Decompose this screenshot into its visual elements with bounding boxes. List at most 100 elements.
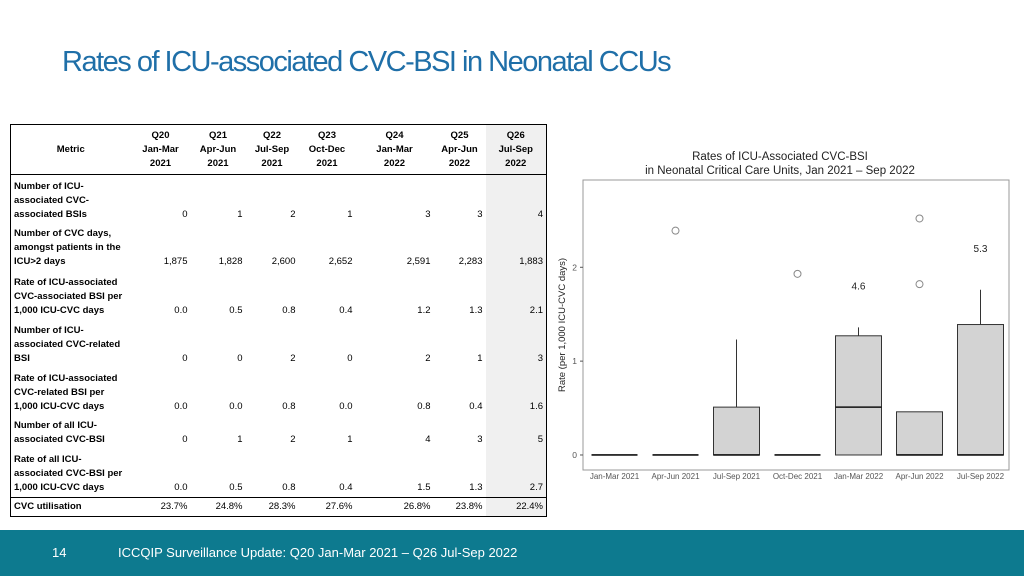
header-line: Apr-Jun [199, 143, 237, 155]
metric-cell: CVC utilisation [10, 497, 131, 517]
table-row: Number of ICU-associated CVC-related BSI… [11, 319, 547, 368]
value-cell: 0.0 [174, 482, 188, 493]
table-row: Rate of ICU-associated CVC-related BSI p… [11, 367, 547, 416]
header-line: 2021 [261, 157, 283, 169]
header-line: Q25 [450, 129, 469, 141]
value-cell: 23.8% [433, 497, 486, 517]
value-cell: 3 [485, 319, 547, 368]
x-tick-label: Oct-Dec 2021 [773, 472, 823, 481]
value-cell: 22.4% [485, 497, 547, 517]
x-tick-label: Jul-Sep 2021 [713, 472, 761, 481]
value-cell: 0.4 [339, 304, 353, 316]
table-row: Rate of all ICU-associated CVC-BSI per 1… [11, 448, 547, 498]
header-line: Q21 [209, 129, 227, 141]
value-cell: 26.8% [355, 497, 434, 517]
box [957, 324, 1004, 456]
slide-title: Rates of ICU-associated CVC-BSI in Neona… [62, 46, 672, 78]
header-line: 2021 [149, 157, 172, 169]
header-line: Jan-Mar [376, 143, 413, 155]
value-cell: 0 [347, 352, 353, 364]
value-cell: 0.8 [282, 482, 296, 493]
x-tick-label: Apr-Jun 2021 [651, 472, 700, 481]
value-cell: 23.7% [130, 497, 191, 517]
value-cell: 2,652 [328, 255, 353, 267]
value-cell: 0 [182, 352, 188, 364]
value-cell: 0.8 [417, 400, 431, 412]
value-cell: 2 [425, 352, 431, 364]
metric-cell: Rate of ICU-associated CVC-related BSI p… [14, 372, 118, 412]
box [835, 335, 882, 456]
value-cell: 2.7 [485, 448, 547, 498]
value-cell: 1,875 [163, 255, 188, 267]
value-cell: 0.8 [282, 304, 296, 316]
box-chart: Rates of ICU-Associated CVC-BSI in Neonat… [557, 151, 1010, 481]
header-cell: Q24 Jan-Mar 2022 [355, 124, 434, 175]
value-cell: 1,883 [485, 223, 547, 271]
value-cell: 1 [347, 433, 353, 445]
value-cell: 1.5 [417, 482, 431, 493]
offscale-label: 4.6 [852, 281, 866, 292]
value-cell: 2.1 [485, 270, 547, 320]
value-cell: 2 [290, 352, 296, 364]
header-line: Metric [56, 143, 85, 155]
y-tick-label: 2 [572, 262, 577, 272]
value-cell: 0.0 [174, 304, 188, 316]
value-cell: 0.0 [339, 400, 353, 412]
outlier [915, 280, 924, 289]
data-table: Metric Q20 Jan-Mar 2021 Q21 Apr-Jun 2021 Q22 Jul… [10, 124, 547, 517]
header-line: 2021 [316, 157, 338, 169]
value-cell: 1,828 [218, 255, 243, 267]
box [896, 411, 943, 456]
page-number: 14 [52, 545, 67, 560]
header-cell: Q20 Jan-Mar 2021 [130, 124, 191, 175]
value-cell: 4 [425, 433, 431, 445]
header-line: Q20 [151, 129, 170, 141]
value-cell: 0.0 [174, 400, 188, 412]
metric-cell: Number of ICU-associated CVC-associated … [14, 180, 89, 220]
header-line: Q22 [263, 129, 281, 141]
outlier [671, 226, 680, 235]
metric-cell: Rate of all ICU-associated CVC-BSI per 1… [14, 454, 123, 493]
table-row: CVC utilisation 23.7% 24.8% 28.3% 27.6% 26.8%… [10, 497, 547, 517]
header-line: 2022 [505, 157, 527, 169]
y-tick-label: 1 [572, 356, 577, 366]
header-cell: Q25 Apr-Jun 2022 [433, 124, 486, 175]
value-cell: 5 [485, 415, 547, 449]
value-cell: 3 [425, 208, 431, 220]
outlier [793, 269, 802, 278]
value-cell: 24.8% [190, 497, 246, 517]
header-cell: Q26 Jul-Sep 2022 [485, 124, 547, 175]
y-tick-label: 0 [572, 450, 577, 460]
outlier [915, 214, 924, 223]
value-cell: 1.6 [485, 367, 547, 416]
value-cell: 1.3 [469, 482, 483, 493]
x-tick-label: Jan-Mar 2022 [834, 472, 884, 481]
value-cell: 0.8 [282, 400, 296, 412]
value-cell: 0 [182, 208, 188, 220]
value-cell: 2,600 [271, 255, 296, 267]
metric-cell: Rate of ICU-associated CVC-associated BS… [14, 276, 123, 316]
value-cell: 28.3% [245, 497, 299, 517]
value-cell: 1 [477, 352, 483, 364]
value-cell: 0.0 [229, 400, 243, 412]
table-row: Rate of ICU-associated CVC-associated BS… [11, 270, 547, 320]
value-cell: 3 [477, 208, 483, 220]
box [713, 406, 760, 456]
value-cell: 2,283 [458, 255, 483, 267]
header-line: Jul-Sep [498, 143, 533, 155]
header-line: Oct-Dec [308, 143, 346, 155]
value-cell: 0 [237, 352, 243, 364]
header-cell: Q23 Oct-Dec 2021 [298, 124, 356, 175]
value-cell: 1 [237, 208, 243, 220]
metric-cell: Number of CVC days, amongst patients in … [14, 227, 121, 267]
x-tick-label: Apr-Jun 2022 [895, 472, 944, 481]
header-line: 2022 [448, 157, 471, 169]
metric-cell: Number of ICU-associated CVC-related BSI [14, 324, 121, 364]
y-axis-label: Rate (per 1,000 ICU-CVC days) [557, 258, 568, 392]
value-cell: 1.3 [469, 304, 483, 316]
header-cell: Metric [10, 124, 131, 175]
plot-area [582, 179, 1010, 471]
value-cell: 27.6% [298, 497, 356, 517]
value-cell: 1 [237, 433, 243, 445]
